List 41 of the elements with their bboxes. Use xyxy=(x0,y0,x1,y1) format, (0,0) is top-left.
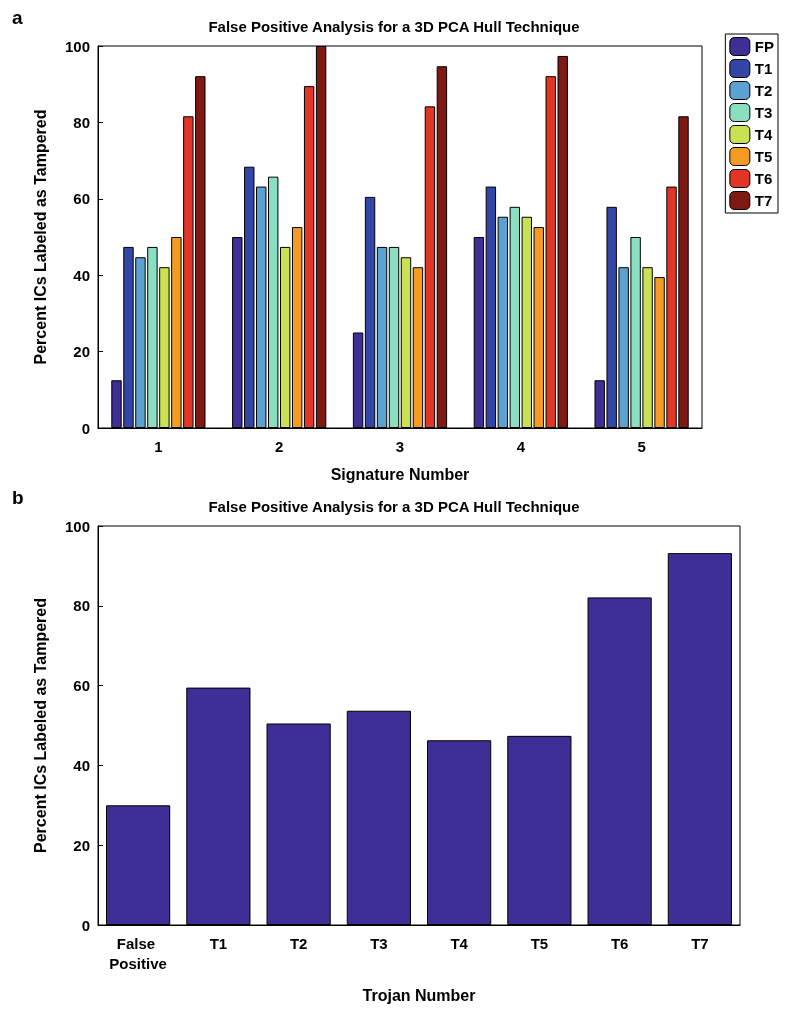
x-tick-label: T7 xyxy=(691,934,709,952)
y-tick-label: 20 xyxy=(73,343,90,361)
legend-label: T1 xyxy=(754,60,773,77)
y-axis-title: Percent ICs Labeled as Tampered xyxy=(31,598,49,853)
y-tick-label: 60 xyxy=(73,190,90,208)
legend-label: FP xyxy=(754,38,774,55)
text: b xyxy=(12,487,24,508)
y-tick-label: 60 xyxy=(73,677,90,695)
x-axis-title: Trojan Number xyxy=(362,986,476,1004)
legend-label: T5 xyxy=(754,148,773,165)
x-tick-label: T4 xyxy=(450,934,469,952)
y-tick-label: 100 xyxy=(64,37,90,55)
y-axis-title: Percent ICs Labeled as Tampered xyxy=(31,109,49,365)
x-tick-label: T5 xyxy=(530,934,549,952)
y-tick-label: 0 xyxy=(81,419,90,437)
x-axis-title: Signature Number xyxy=(330,465,470,483)
x-tick-label: T6 xyxy=(610,934,629,952)
chart-title: False Positive Analysis for a 3D PCA Hull Technique xyxy=(208,498,580,515)
x-tick-label: 4 xyxy=(516,437,526,455)
y-tick-label: 80 xyxy=(73,597,90,615)
legend-label: T6 xyxy=(754,170,773,187)
legend-label: T3 xyxy=(754,104,773,121)
chart-title: False Positive Analysis for a 3D PCA Hull Technique xyxy=(208,18,580,35)
legend-label: T7 xyxy=(754,192,773,209)
y-tick-label: 40 xyxy=(73,266,90,284)
x-tick-label: T2 xyxy=(289,934,308,952)
x-tick-label: False Positive xyxy=(109,934,167,972)
legend-label: T2 xyxy=(754,82,773,99)
x-tick-label: 3 xyxy=(395,437,405,455)
x-tick-label: 1 xyxy=(154,437,163,455)
x-tick-label: 2 xyxy=(275,437,284,455)
y-tick-label: 40 xyxy=(73,756,90,774)
y-tick-label: 80 xyxy=(73,113,90,131)
text: a xyxy=(12,7,23,28)
y-tick-label: 100 xyxy=(64,517,90,535)
x-tick-label: 5 xyxy=(637,437,646,455)
x-tick-label: T1 xyxy=(209,934,228,952)
y-tick-label: 20 xyxy=(73,836,90,854)
x-tick-label: T3 xyxy=(370,934,388,952)
legend-label: T4 xyxy=(754,126,773,143)
y-tick-label: 0 xyxy=(81,916,90,934)
